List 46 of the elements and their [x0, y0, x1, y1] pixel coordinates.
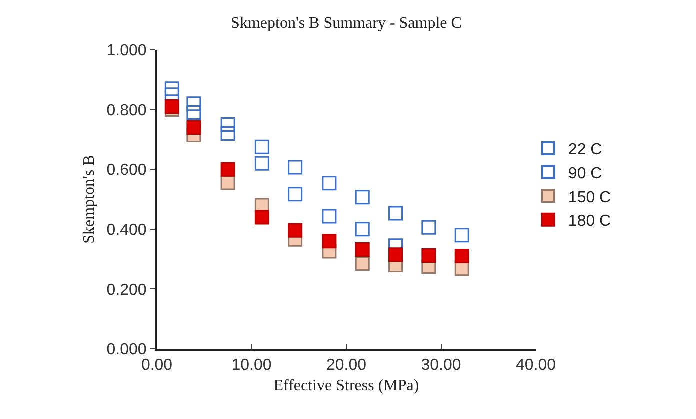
- point: [288, 160, 303, 175]
- point: [454, 228, 470, 243]
- y-tick-label: 0.200: [106, 282, 147, 299]
- point: [220, 176, 236, 190]
- point: [220, 162, 236, 177]
- point: [254, 210, 270, 225]
- point: [388, 248, 404, 262]
- point: [355, 256, 370, 272]
- x-tick-label: 20.00: [326, 357, 367, 374]
- y-tick-label: 0.000: [106, 342, 147, 359]
- point: [322, 176, 337, 191]
- point: [186, 120, 202, 135]
- point: [186, 106, 202, 120]
- point: [254, 140, 270, 154]
- legend-label: 90 C: [568, 165, 602, 182]
- y-tick-label: 1.000: [106, 42, 147, 60]
- point: [164, 100, 180, 114]
- point: [422, 248, 436, 263]
- point: [388, 206, 404, 221]
- point: [322, 209, 337, 224]
- point: [220, 126, 236, 141]
- legend-label: 180 C: [568, 213, 612, 230]
- x-tick-label: 40.00: [516, 357, 556, 374]
- point: [220, 118, 236, 132]
- point: [322, 234, 337, 249]
- y-axis-title: Skempton's B: [81, 155, 98, 244]
- point: [288, 223, 303, 238]
- y-tick-label: 0.600: [106, 162, 147, 180]
- point: [254, 156, 270, 171]
- x-tick-label: 30.00: [421, 357, 462, 374]
- x-tick-label: 0.00: [141, 357, 173, 374]
- point: [288, 187, 303, 202]
- chart-title: Skmepton's B Summary - Sample C: [231, 14, 462, 32]
- point: [422, 220, 436, 235]
- point: [454, 249, 470, 264]
- point: [355, 190, 370, 205]
- point: [355, 242, 370, 257]
- point: [164, 82, 180, 96]
- point: [355, 222, 370, 237]
- x-axis-title: Effective Stress (MPa): [274, 377, 420, 394]
- point: [186, 96, 202, 112]
- y-tick-label: 0.400: [106, 222, 147, 239]
- y-tick-label: 0.800: [106, 102, 147, 120]
- x-tick-label: 10.00: [232, 357, 272, 374]
- legend-label: 150 C: [568, 189, 612, 206]
- legend-label: 22 C: [568, 142, 602, 159]
